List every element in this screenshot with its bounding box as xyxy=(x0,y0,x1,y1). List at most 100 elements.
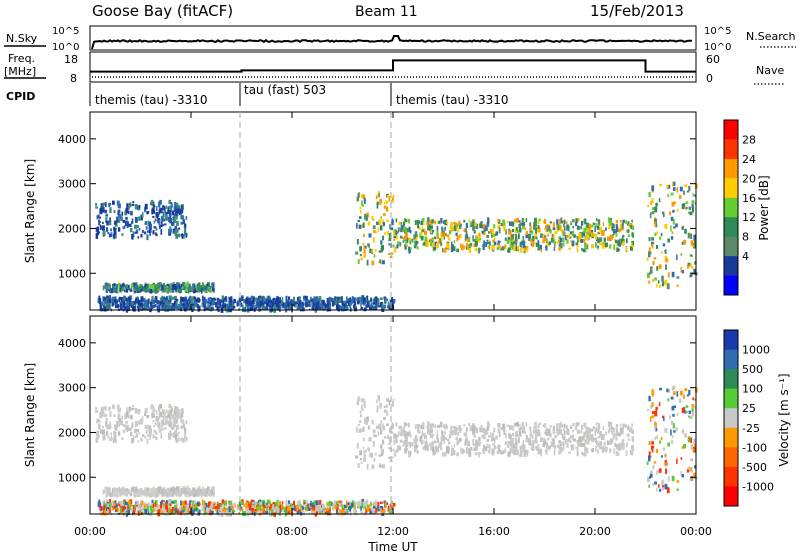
power-echo-cell xyxy=(304,300,307,303)
power-echo-cell xyxy=(400,225,403,230)
velocity-echo-cell xyxy=(162,409,164,415)
velocity-echo-cell xyxy=(393,503,396,507)
velocity-echo-cell xyxy=(188,510,192,515)
power-echo-cell xyxy=(279,305,282,309)
power-echo-cell xyxy=(275,302,278,306)
power-echo-cell xyxy=(667,272,670,278)
power-echo-cell xyxy=(495,231,498,236)
power-echo-cell xyxy=(389,224,392,230)
velocity-echo-cell xyxy=(615,444,618,447)
power-echo-cell xyxy=(584,235,587,239)
power-echo-cell xyxy=(573,234,577,237)
power-echo-cell xyxy=(212,286,214,292)
velocity-echo-cell xyxy=(431,423,434,428)
power-echo-cell xyxy=(519,241,522,247)
power-echo-cell xyxy=(661,251,663,254)
power-echo-cell xyxy=(436,226,439,232)
power-echo-cell xyxy=(451,241,453,248)
power-echo-cell xyxy=(456,235,460,240)
power-echo-cell xyxy=(565,234,567,241)
velocity-echo-cell xyxy=(260,500,264,507)
velocity-echo-cell xyxy=(440,440,443,446)
power-echo-cell xyxy=(181,303,184,309)
velocity-echo-cell xyxy=(566,443,569,448)
power-echo-cell xyxy=(383,202,386,205)
power-echo-cell xyxy=(656,231,659,235)
velocity-echo-cell xyxy=(498,431,501,438)
power-echo-cell xyxy=(184,286,186,290)
power-echo-cell xyxy=(416,234,419,238)
velocity-echo-cell xyxy=(559,441,563,447)
velocity-echo-cell xyxy=(216,504,220,509)
power-echo-cell xyxy=(150,298,153,304)
velocity-echo-cell xyxy=(347,504,350,507)
velocity-echo-cell xyxy=(440,446,442,450)
velocity-echo-cell xyxy=(220,508,222,511)
velocity-echo-cell xyxy=(171,488,175,492)
power-echo-cell xyxy=(422,217,425,223)
velocity-echo-cell xyxy=(219,506,221,512)
power-echo-cell xyxy=(204,307,207,311)
colorbar-swatch xyxy=(724,369,738,390)
velocity-echo-cell xyxy=(239,501,242,504)
velocity-echo-cell xyxy=(169,504,172,509)
power-echo-cell xyxy=(187,298,191,301)
power-echo-cell xyxy=(607,217,611,223)
power-echo-cell xyxy=(604,242,608,248)
velocity-echo-cell xyxy=(186,510,189,514)
power-echo-cell xyxy=(455,232,458,236)
power-echo-cell xyxy=(466,242,468,247)
velocity-echo-cell xyxy=(102,435,105,441)
velocity-echo-cell xyxy=(690,467,693,472)
power-echo-cell xyxy=(167,216,171,220)
velocity-echo-cell xyxy=(97,418,100,422)
power-echo-cell xyxy=(162,301,165,308)
power-echo-cell xyxy=(146,286,148,292)
velocity-echo-cell xyxy=(684,432,687,438)
power-echo-cell xyxy=(670,236,674,240)
velocity-echo-cell xyxy=(679,398,682,403)
velocity-echo-cell xyxy=(418,425,420,428)
power-echo-cell xyxy=(632,225,635,230)
power-echo-cell xyxy=(138,303,141,309)
velocity-echo-cell xyxy=(618,432,622,436)
power-echo-cell xyxy=(420,231,423,236)
colorbar-swatch xyxy=(724,447,738,468)
velocity-echo-cell xyxy=(143,504,147,508)
power-echo-cell xyxy=(192,304,195,308)
velocity-echo-cell xyxy=(475,439,478,445)
velocity-echo-cell xyxy=(169,490,172,495)
velocity-echo-cell xyxy=(223,502,227,505)
power-echo-cell xyxy=(427,217,430,223)
power-echo-cell xyxy=(486,234,490,238)
velocity-echo-cell xyxy=(546,428,549,431)
velocity-echo-cell xyxy=(192,508,195,512)
power-echo-cell xyxy=(591,233,594,237)
power-echo-cell xyxy=(370,298,373,302)
velocity-echo-cell xyxy=(601,447,605,453)
power-echo-cell xyxy=(648,247,651,253)
velocity-echo-cell xyxy=(162,415,165,421)
velocity-echo-cell xyxy=(439,441,442,448)
velocity-echo-cell xyxy=(670,429,672,436)
power-echo-cell xyxy=(382,235,385,241)
power-echo-cell xyxy=(114,287,118,294)
velocity-echo-cell xyxy=(172,420,174,424)
velocity-echo-cell xyxy=(499,449,502,453)
velocity-echo-cell xyxy=(267,503,270,507)
velocity-echo-cell xyxy=(584,445,586,452)
velocity-echo-cell xyxy=(198,492,202,496)
velocity-echo-cell xyxy=(379,463,382,467)
velocity-echo-cell xyxy=(147,502,150,508)
velocity-echo-cell xyxy=(144,508,148,514)
power-echo-cell xyxy=(572,230,574,236)
velocity-echo-cell xyxy=(402,427,405,434)
power-echo-cell xyxy=(150,199,154,206)
power-echo-cell xyxy=(654,221,656,227)
velocity-echo-cell xyxy=(445,425,449,428)
power-echo-cell xyxy=(571,240,573,247)
power-echo-cell xyxy=(266,303,270,307)
power-echo-cell xyxy=(431,237,434,242)
power-echo-cell xyxy=(159,287,161,290)
velocity-echo-cell xyxy=(688,410,692,414)
